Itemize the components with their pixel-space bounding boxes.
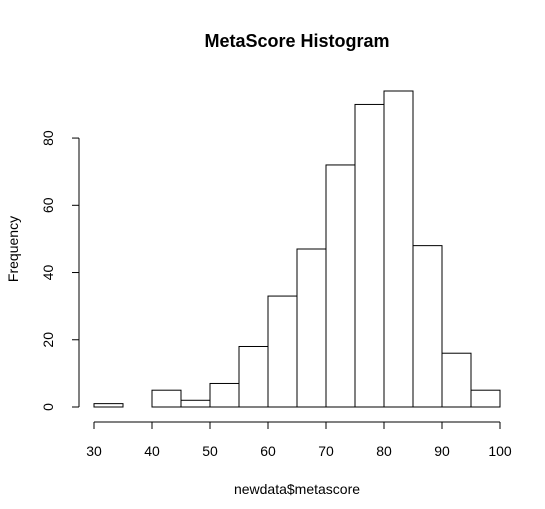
histogram-bar: [180, 399, 211, 408]
histogram-bar: [383, 90, 414, 408]
x-tick-label: 100: [488, 443, 512, 459]
x-tick-label: 90: [434, 443, 450, 459]
y-tick-label: 80: [40, 130, 56, 146]
y-tick-label: 60: [40, 197, 56, 213]
chart-title: MetaScore Histogram: [204, 31, 389, 51]
histogram-bar: [209, 382, 240, 408]
y-axis-label: Frequency: [5, 216, 21, 282]
histogram-bar: [441, 352, 472, 408]
y-axis: 0 20 40 60 80: [40, 130, 80, 411]
histogram-bar: [412, 245, 443, 408]
x-tick-label: 30: [86, 443, 102, 459]
histogram-bar: [151, 389, 182, 408]
x-tick-label: 70: [318, 443, 334, 459]
x-tick-label: 50: [202, 443, 218, 459]
x-axis-label: newdata$metascore: [234, 481, 360, 497]
histogram-bar: [238, 345, 269, 408]
histogram-bar: [267, 295, 298, 408]
x-tick-label: 40: [144, 443, 160, 459]
y-tick-label: 20: [40, 332, 56, 348]
y-tick-label: 0: [40, 403, 56, 411]
histogram-bar: [325, 164, 356, 408]
histogram-bar: [296, 248, 327, 408]
x-tick-label: 80: [376, 443, 392, 459]
histogram-bar: [354, 103, 385, 408]
bars-group: [93, 90, 501, 408]
y-tick-label: 40: [40, 265, 56, 281]
x-axis: 30 40 50 60 70 80 90 100: [86, 421, 512, 459]
histogram-bar: [470, 389, 501, 408]
x-tick-label: 60: [260, 443, 276, 459]
histogram-bar: [93, 403, 124, 408]
